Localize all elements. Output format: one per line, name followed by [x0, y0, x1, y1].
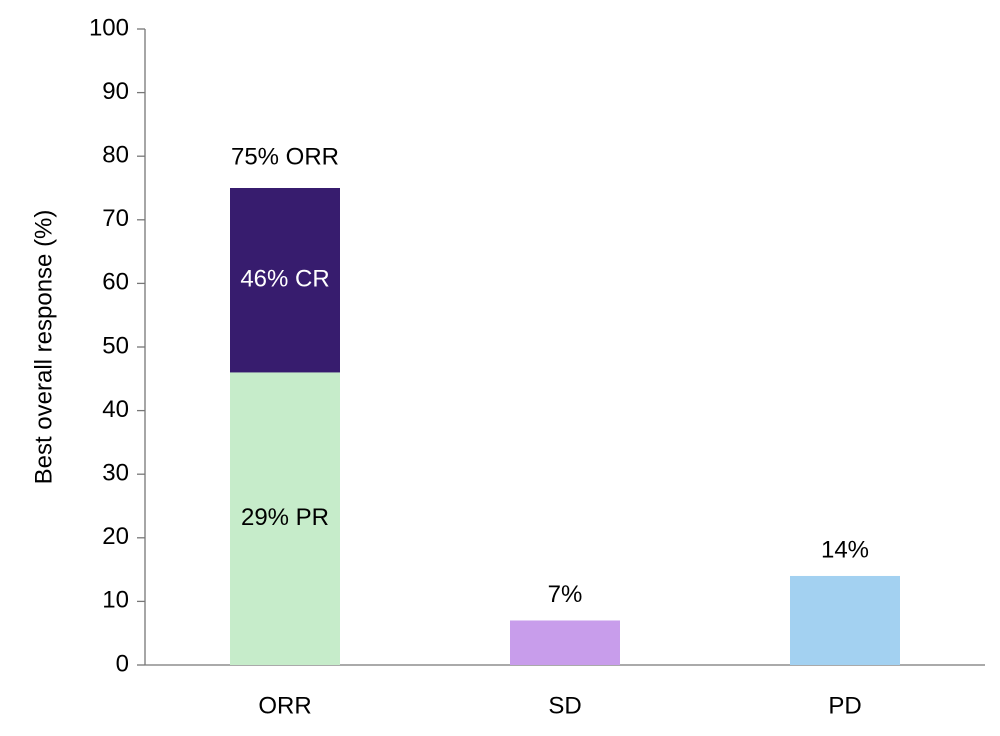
y-tick-label: 0 [116, 650, 129, 677]
bar-segment [230, 372, 340, 665]
y-tick-label: 20 [102, 523, 129, 550]
y-tick-label: 80 [102, 142, 129, 169]
y-tick-label: 90 [102, 78, 129, 105]
total-label: 75% ORR [231, 143, 339, 170]
y-tick-label: 50 [102, 332, 129, 359]
value-label: 14% [821, 536, 869, 563]
value-label: 29% PR [241, 504, 329, 531]
y-tick-label: 30 [102, 460, 129, 487]
bar-segment [230, 188, 340, 373]
y-tick-label: 100 [89, 14, 129, 41]
x-tick-label: ORR [258, 692, 311, 719]
x-tick-label: PD [828, 692, 861, 719]
y-tick-label: 70 [102, 205, 129, 232]
value-label: 7% [548, 581, 583, 608]
value-label: 46% CR [240, 266, 329, 293]
bar-segment [510, 620, 620, 665]
y-axis-label: Best overall response (%) [30, 210, 57, 485]
bar-segment [790, 575, 900, 665]
y-tick-label: 10 [102, 587, 129, 614]
y-tick-label: 40 [102, 396, 129, 423]
y-tick-label: 60 [102, 269, 129, 296]
x-tick-label: SD [548, 692, 581, 719]
